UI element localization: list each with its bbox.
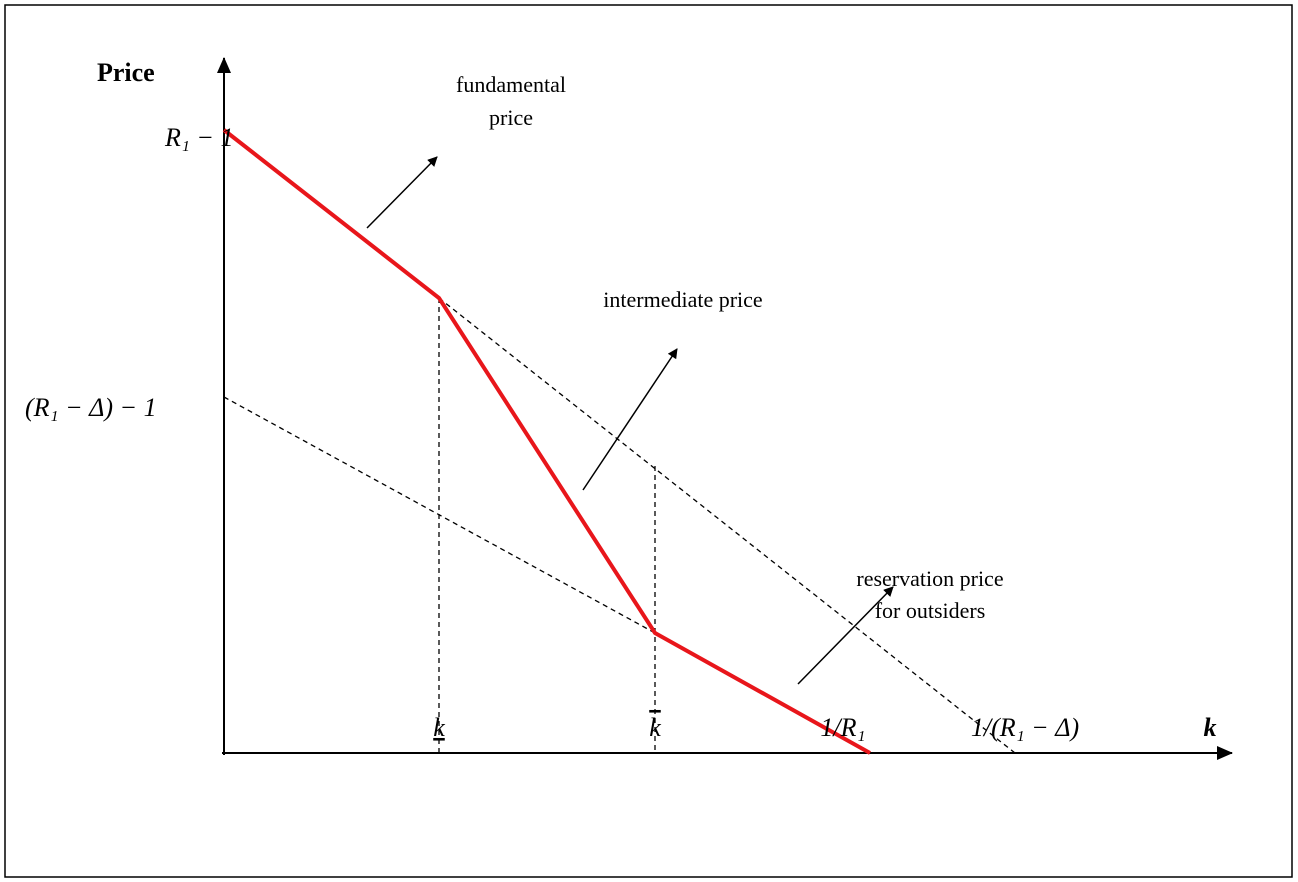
- arrow: [366, 156, 438, 229]
- annotation: intermediate price: [603, 287, 762, 312]
- y-label: R₁ − 1: [164, 123, 233, 152]
- annotation: reservation price: [856, 566, 1003, 591]
- frame: [4, 4, 1293, 878]
- annotation: price: [489, 105, 533, 130]
- y-axis-label: Price: [97, 58, 155, 87]
- arrows: [366, 156, 894, 685]
- annotation: fundamental: [456, 72, 566, 97]
- x-label: 1/R₁: [820, 713, 865, 742]
- x-label: k: [433, 713, 445, 742]
- intermediate-line: [438, 297, 1016, 754]
- x-axis-label: k: [1204, 713, 1217, 742]
- dashed-lines: [223, 297, 1016, 754]
- x-label: k: [649, 713, 661, 742]
- arrow: [797, 586, 894, 685]
- x-label: 1/(R₁ − Δ): [971, 713, 1079, 742]
- arrow: [582, 348, 678, 491]
- price-curve: [222, 128, 871, 755]
- annotation: for outsiders: [875, 598, 986, 623]
- y-label: (R₁ − Δ) − 1: [25, 393, 157, 422]
